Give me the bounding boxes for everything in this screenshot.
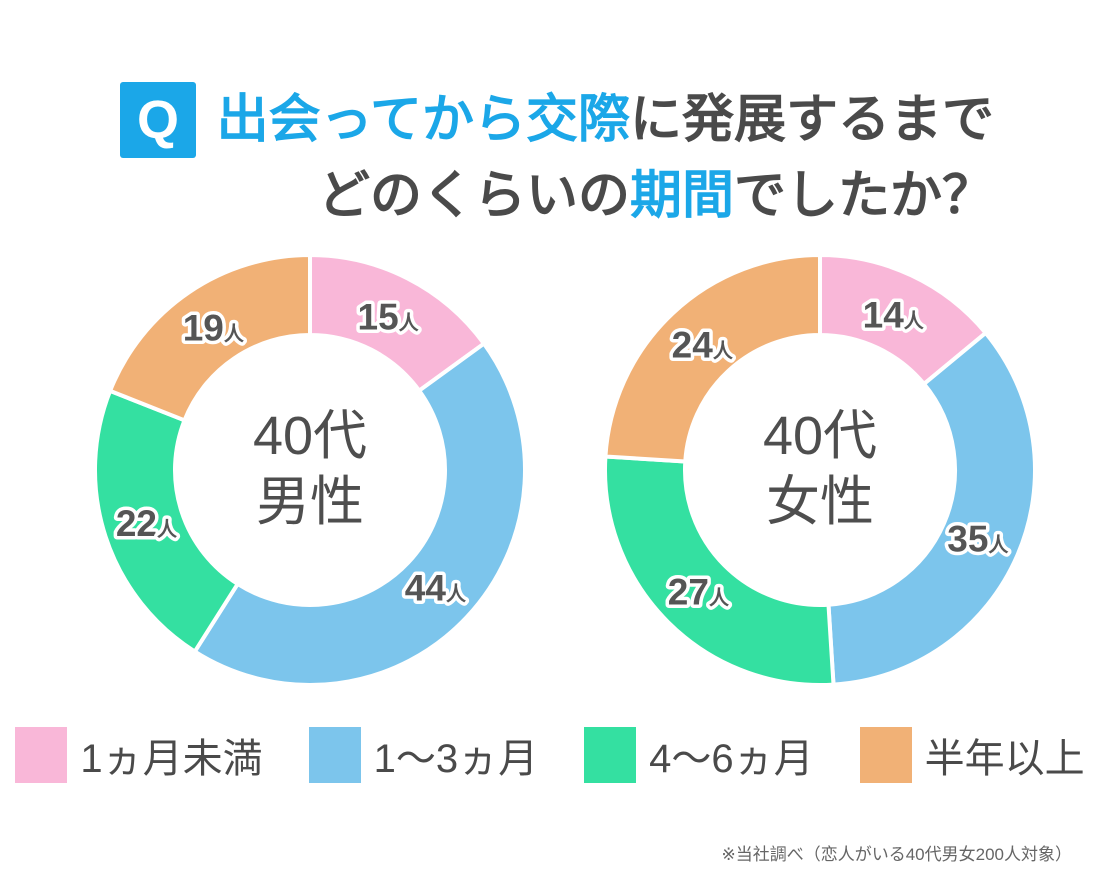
segment-value-label: 14人 <box>863 294 925 335</box>
segment-value-label: 15人 <box>358 297 420 338</box>
segment-value-label: 35人 <box>947 518 1009 559</box>
segment-value-label: 24人 <box>672 325 734 366</box>
legend-label: 1ヵ月未満 <box>80 737 263 781</box>
title-accent-text: 期間 <box>629 167 734 225</box>
donut-center-label: 40代 <box>763 406 877 466</box>
legend-item-4-6-months: 4～6ヵ月 <box>584 726 814 784</box>
question-title-line2: どのくらいの期間でしたか？ <box>212 158 994 234</box>
title-dark-text: どのくらいの <box>317 167 630 225</box>
question-title-line1: 出会ってから交際に発展するまで <box>212 82 994 158</box>
legend-item-1-3-months: 1～3ヵ月 <box>308 726 539 784</box>
legend: 1ヵ月未満 1～3ヵ月 4～6ヵ月 半年以上 <box>0 726 1100 784</box>
legend-label: 1～3ヵ月 <box>373 737 539 781</box>
segment-value-label: 22人 <box>116 503 178 544</box>
title-dark-text: でしたか？ <box>733 167 994 225</box>
donut-segment-4～6ヵ月 <box>93 388 241 655</box>
legend-swatch-orange <box>859 727 912 783</box>
donut-segment-半年以上 <box>603 252 822 464</box>
donut-center-label: 40代 <box>253 406 367 466</box>
donut-segment-4～6ヵ月 <box>603 454 836 687</box>
legend-item-under-1-month: 1ヵ月未満 <box>15 726 263 784</box>
legend-swatch-green <box>584 727 637 783</box>
donut-segment-1～3ヵ月 <box>192 340 527 688</box>
legend-swatch-pink <box>15 727 68 783</box>
donut-segment-1～3ヵ月 <box>826 330 1037 687</box>
donut-segment-半年以上 <box>107 252 312 423</box>
footnote: ※当社調べ（恋人がいる40代男女200人対象） <box>721 845 1072 864</box>
segment-value-label: 19人 <box>183 308 245 349</box>
legend-swatch-blue <box>308 727 361 783</box>
donut-center-label: 男性 <box>256 472 364 532</box>
donut-center-label: 女性 <box>766 472 874 532</box>
question-title: 出会ってから交際に発展するまで どのくらいの期間でしたか？ <box>212 82 994 234</box>
title-dark-text: に発展するまで <box>629 91 994 149</box>
legend-item-over-half-year: 半年以上 <box>859 726 1085 784</box>
legend-label: 4～6ヵ月 <box>649 737 814 781</box>
q-badge: Q <box>120 82 196 158</box>
question-header: Q 出会ってから交際に発展するまで どのくらいの期間でしたか？ <box>120 82 994 234</box>
q-badge-letter: Q <box>136 90 179 150</box>
legend-label: 半年以上 <box>924 737 1085 781</box>
segment-value-label: 27人 <box>668 572 730 613</box>
segment-value-label: 44人 <box>405 568 467 609</box>
title-accent-text: 出会ってから交際 <box>216 91 630 149</box>
